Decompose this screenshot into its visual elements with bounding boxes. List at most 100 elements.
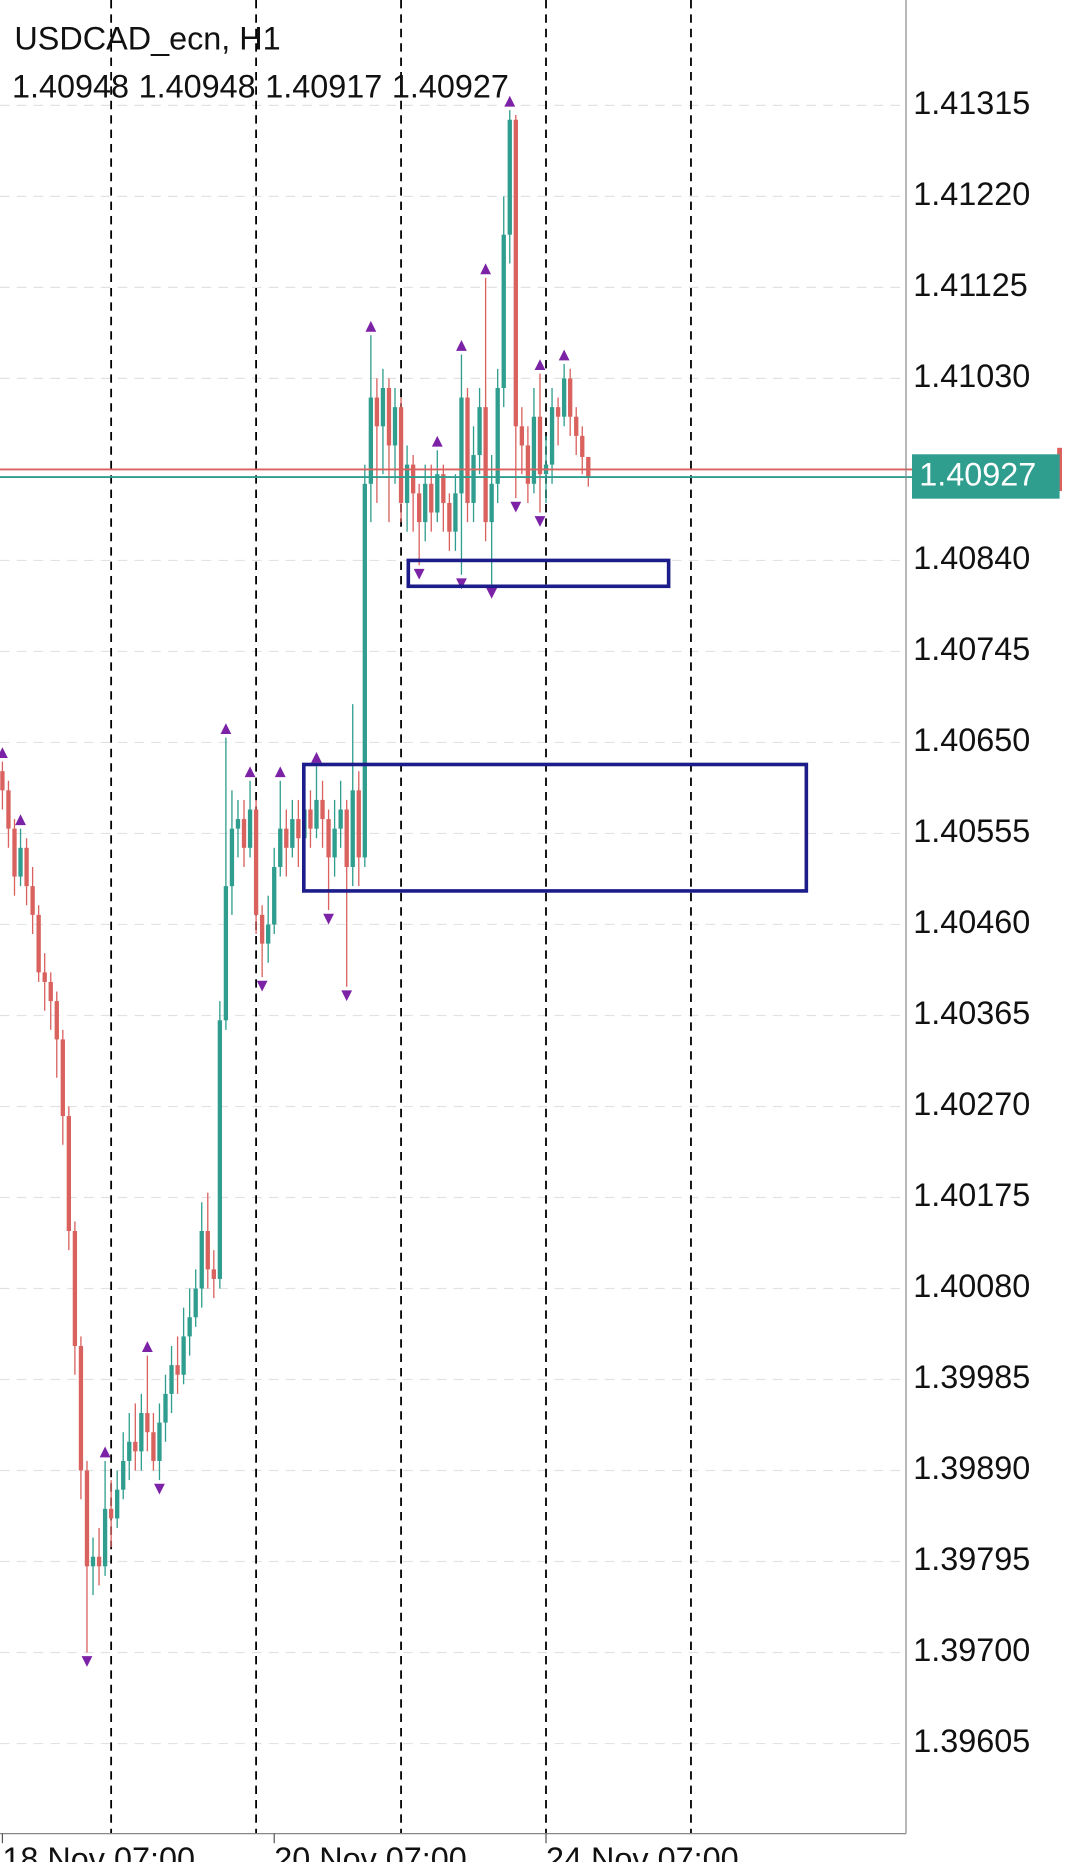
candle-body	[350, 790, 355, 867]
candle-body	[145, 1413, 150, 1433]
y-tick-label: 1.40365	[913, 995, 1030, 1031]
candle-body	[574, 416, 579, 436]
ohlc-value: 1.40948	[139, 68, 256, 104]
fractal-down	[154, 1483, 165, 1495]
fractal-down	[341, 990, 353, 1002]
fractal-down	[256, 980, 268, 992]
candle-body	[6, 790, 11, 829]
candle-body	[127, 1441, 132, 1461]
fractal-up	[220, 723, 232, 735]
candle-body	[580, 435, 585, 457]
candle-body	[447, 502, 452, 532]
y-tick-label: 1.40270	[913, 1086, 1030, 1122]
candle-body	[332, 828, 337, 858]
fractal-up	[365, 320, 377, 332]
candle-body	[278, 828, 283, 867]
candle-body	[253, 809, 259, 915]
candle-body	[368, 397, 374, 484]
marks	[0, 0, 1062, 1834]
candle-body	[386, 387, 392, 446]
candle-body	[586, 456, 591, 478]
y-tick-label: 1.39890	[913, 1450, 1030, 1486]
y-tick-label: 1.39700	[913, 1632, 1030, 1668]
candle-body	[404, 464, 410, 503]
candle-body	[84, 1470, 90, 1567]
candle-body	[121, 1460, 126, 1490]
candle-body	[459, 397, 464, 494]
candle-body	[54, 1001, 59, 1040]
fractal-up	[274, 766, 286, 778]
ohlc-value: 1.40917	[265, 68, 382, 104]
candle-body	[555, 407, 561, 417]
candle-body	[12, 828, 17, 877]
y-tick-label: 1.41125	[913, 267, 1028, 303]
candle-body	[266, 924, 271, 944]
candle-body	[72, 1231, 78, 1346]
y-tick-label: 1.40175	[913, 1177, 1030, 1213]
candle-body	[410, 464, 416, 494]
candle-body	[96, 1556, 102, 1567]
candle-body	[429, 483, 434, 513]
candle-body	[296, 819, 301, 839]
candle-body	[193, 1288, 198, 1318]
fractal-down	[486, 587, 498, 599]
candle-body	[392, 407, 398, 446]
candle-body	[338, 809, 343, 829]
y-tick-label: 1.41315	[913, 85, 1030, 121]
candle-body	[489, 483, 494, 523]
candle-body	[18, 847, 23, 877]
candle-body	[435, 474, 440, 513]
candle-body	[235, 819, 241, 829]
y-tick-label: 1.41030	[913, 358, 1030, 394]
fractal-up	[456, 340, 467, 351]
candle-body	[561, 378, 567, 417]
fractal-up	[15, 814, 26, 826]
candle-body	[356, 790, 361, 858]
fractal-up	[311, 751, 322, 763]
candle-body	[223, 886, 229, 1021]
candle-body	[495, 387, 500, 484]
candle-body	[90, 1556, 96, 1567]
candle-body	[453, 493, 458, 532]
fractal-down	[81, 1656, 93, 1667]
ohlc-value: 1.40927	[392, 68, 509, 104]
y-tick-label: 1.40650	[913, 722, 1030, 758]
ohlc-value: 1.40948	[12, 68, 129, 104]
candle-body	[507, 119, 512, 235]
candle-body	[525, 445, 531, 484]
price-label: 1.40927	[919, 457, 1036, 493]
candle-body	[42, 972, 47, 982]
fractal-up	[99, 1446, 111, 1458]
candle-body	[423, 483, 428, 523]
candle-body	[163, 1393, 168, 1423]
candle-body	[362, 483, 367, 858]
candle-body	[157, 1422, 162, 1461]
candle-body	[259, 914, 265, 944]
candle-body	[272, 866, 277, 925]
y-tick-label: 1.41220	[913, 176, 1030, 212]
fractal-up	[244, 766, 256, 778]
candle-body	[30, 886, 35, 915]
zone-box	[302, 762, 809, 893]
candle-body	[241, 819, 247, 848]
candle-body	[187, 1317, 192, 1337]
fractal-up	[431, 435, 443, 447]
candle-body	[115, 1489, 120, 1519]
candle-body	[477, 407, 482, 456]
y-tick-label: 1.39795	[913, 1541, 1030, 1577]
y-tick-label: 1.40080	[913, 1268, 1030, 1304]
fractal-up	[558, 349, 570, 361]
x-tick-label: 18 Nov 07:00	[2, 1841, 195, 1862]
candle-body	[519, 426, 525, 446]
candle-body	[374, 397, 380, 427]
candle-body	[169, 1365, 174, 1394]
candle-body	[441, 474, 446, 503]
candle-body	[133, 1441, 138, 1452]
candle-body	[0, 771, 5, 791]
y-tick-label: 1.40840	[913, 540, 1030, 576]
candle-body	[483, 407, 488, 523]
candle-body	[24, 847, 29, 887]
